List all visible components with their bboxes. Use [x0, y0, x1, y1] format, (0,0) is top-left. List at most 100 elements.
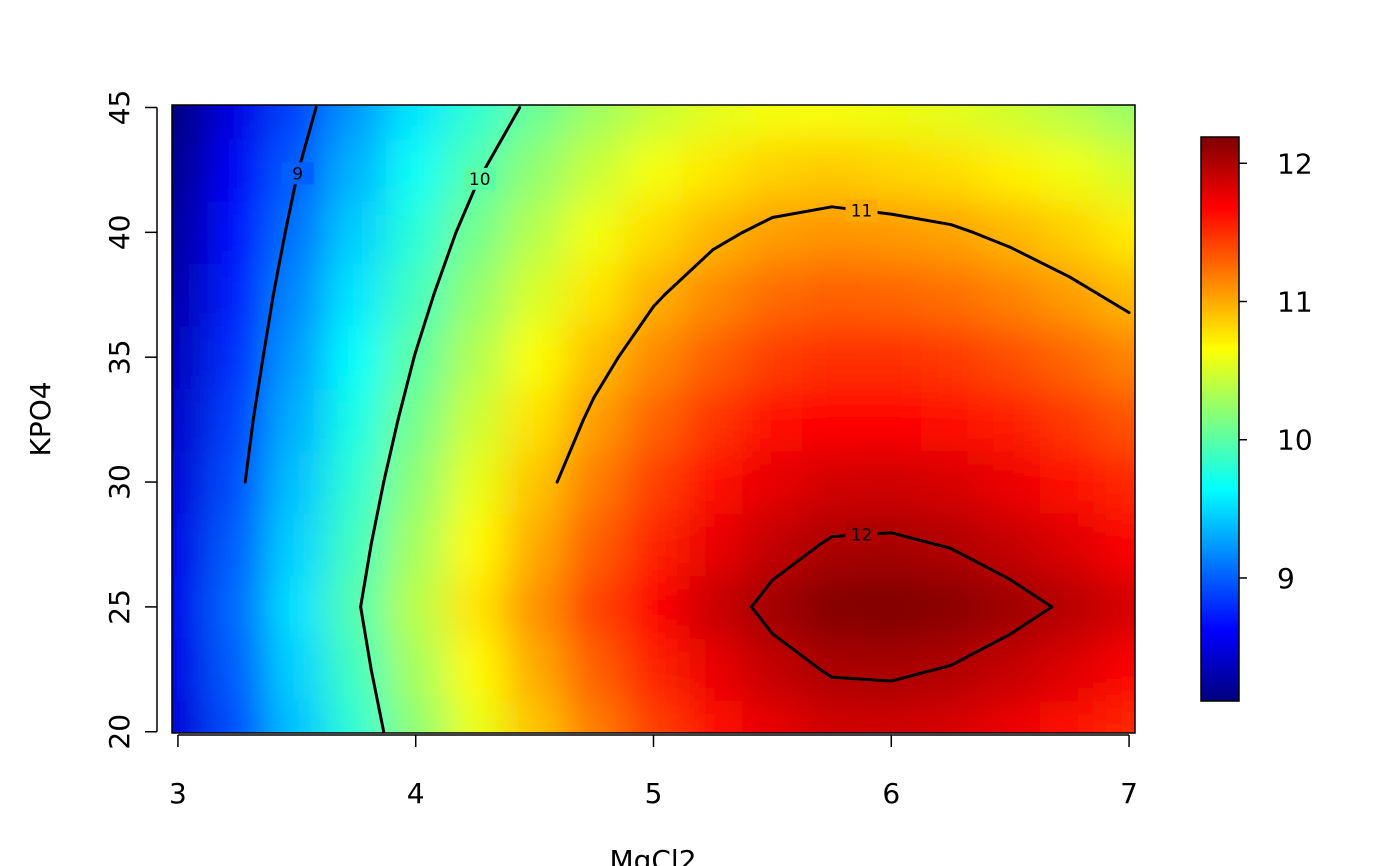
heatmap-cell: [267, 388, 328, 452]
heatmap-cell: [683, 513, 744, 577]
x-axis-label: MgCl2: [609, 844, 696, 866]
heatmap-cell: [921, 105, 981, 140]
contour-label: 9: [292, 164, 303, 184]
heatmap-cell: [386, 513, 446, 577]
heatmap-cell: [326, 700, 387, 733]
heatmap-cell: [742, 700, 803, 733]
heatmap-cell: [742, 388, 803, 452]
heatmap-cell: [207, 450, 268, 514]
heatmap-cell: [861, 388, 922, 452]
heatmap-cell: [564, 325, 625, 389]
y-tick-label: 20: [103, 714, 136, 750]
heatmap-cell: [921, 513, 981, 577]
heatmap-cell: [564, 450, 625, 514]
contour-label-bg: [281, 162, 314, 185]
heatmap-cell: [386, 263, 446, 327]
heatmap-cell: [1099, 700, 1135, 733]
heatmap-cell: [445, 513, 506, 577]
heatmap-cell: [802, 575, 863, 639]
contour-line: [770, 542, 822, 582]
heatmap-cell: [504, 450, 565, 514]
contour-line: [749, 605, 774, 636]
contour-line: [382, 418, 400, 484]
heatmap-cell: [172, 450, 209, 514]
heatmap-cell: [267, 201, 328, 265]
heatmap-cell: [504, 201, 565, 265]
heatmap-cell: [980, 575, 1041, 639]
heatmap-cell: [445, 263, 506, 327]
contour-line: [934, 663, 953, 671]
heatmap-cell: [267, 325, 328, 389]
y-axis-label: KPO4: [24, 381, 57, 456]
heatmap-cell: [683, 201, 744, 265]
heatmap-cell: [683, 575, 744, 639]
heatmap-cell: [921, 325, 981, 389]
heatmap-cell: [326, 201, 387, 265]
heatmap-cell: [980, 638, 1041, 702]
heatmap-cell: [564, 575, 625, 639]
contour-line: [818, 535, 834, 546]
heatmap-cell: [980, 700, 1041, 733]
y-tick-label: 30: [103, 464, 136, 500]
contour-line: [414, 293, 436, 354]
heatmap-cell: [623, 575, 684, 639]
heatmap-cell: [861, 450, 922, 514]
heatmap-cell: [742, 450, 803, 514]
contour-line: [369, 480, 386, 546]
heatmap-cell: [861, 325, 922, 389]
heatmap-cell: [861, 105, 922, 140]
heatmap-cell: [802, 263, 863, 327]
heatmap-cell: [623, 388, 684, 452]
heatmap-cell: [861, 263, 922, 327]
colorbar: [1200, 136, 1240, 702]
heatmap-cell: [504, 138, 565, 202]
heatmap-cell: [267, 575, 328, 639]
heatmap-cell: [504, 388, 565, 452]
heatmap-cell: [207, 638, 268, 702]
contour-line: [616, 304, 655, 359]
heatmap-cell: [386, 325, 446, 389]
contour-line: [889, 667, 938, 683]
heatmap-cell: [267, 638, 328, 702]
heatmap-cell: [326, 138, 387, 202]
heatmap-cell: [172, 513, 209, 577]
x-tick-label: 4: [407, 777, 425, 810]
y-tick-label: 35: [103, 339, 136, 375]
heatmap-cell: [1039, 105, 1100, 140]
y-tick-label: 40: [103, 215, 136, 251]
heatmap-cell: [445, 575, 506, 639]
colorbar-tick-label: 12: [1277, 147, 1313, 180]
heatmap-cell: [1099, 201, 1135, 265]
heatmap-cell: [207, 138, 268, 202]
plot-frame: [171, 104, 1136, 734]
contour-line: [359, 542, 373, 609]
heatmap-cell: [207, 105, 268, 140]
heatmap-cell: [861, 700, 922, 733]
heatmap-cell: [980, 138, 1041, 202]
contour-line: [770, 632, 822, 671]
x-tick-label: 7: [1120, 777, 1138, 810]
contour-line: [741, 215, 774, 234]
heatmap-cell: [172, 138, 209, 202]
heatmap-cell: [172, 201, 209, 265]
contour-line: [830, 675, 893, 683]
heatmap-cell: [504, 105, 565, 140]
heatmap-cell: [1099, 138, 1135, 202]
heatmap-cell: [1039, 138, 1100, 202]
contour-line: [1097, 293, 1131, 315]
heatmap-cell: [386, 638, 446, 702]
contour-line: [359, 605, 373, 671]
heatmap-cell: [1099, 263, 1135, 327]
colorbar-tick-label: 9: [1277, 562, 1295, 595]
heatmap-cell: [504, 638, 565, 702]
contour-line: [297, 105, 318, 172]
heatmap-cell: [386, 388, 446, 452]
heatmap-cell: [564, 638, 625, 702]
heatmap-cell: [1039, 513, 1100, 577]
heatmap-cell: [980, 388, 1041, 452]
heatmap-cell: [172, 700, 209, 733]
heatmap-cell: [802, 105, 863, 140]
heatmap-cell: [1099, 450, 1135, 514]
contour-label: 12: [851, 526, 873, 546]
heatmap-cell: [623, 201, 684, 265]
